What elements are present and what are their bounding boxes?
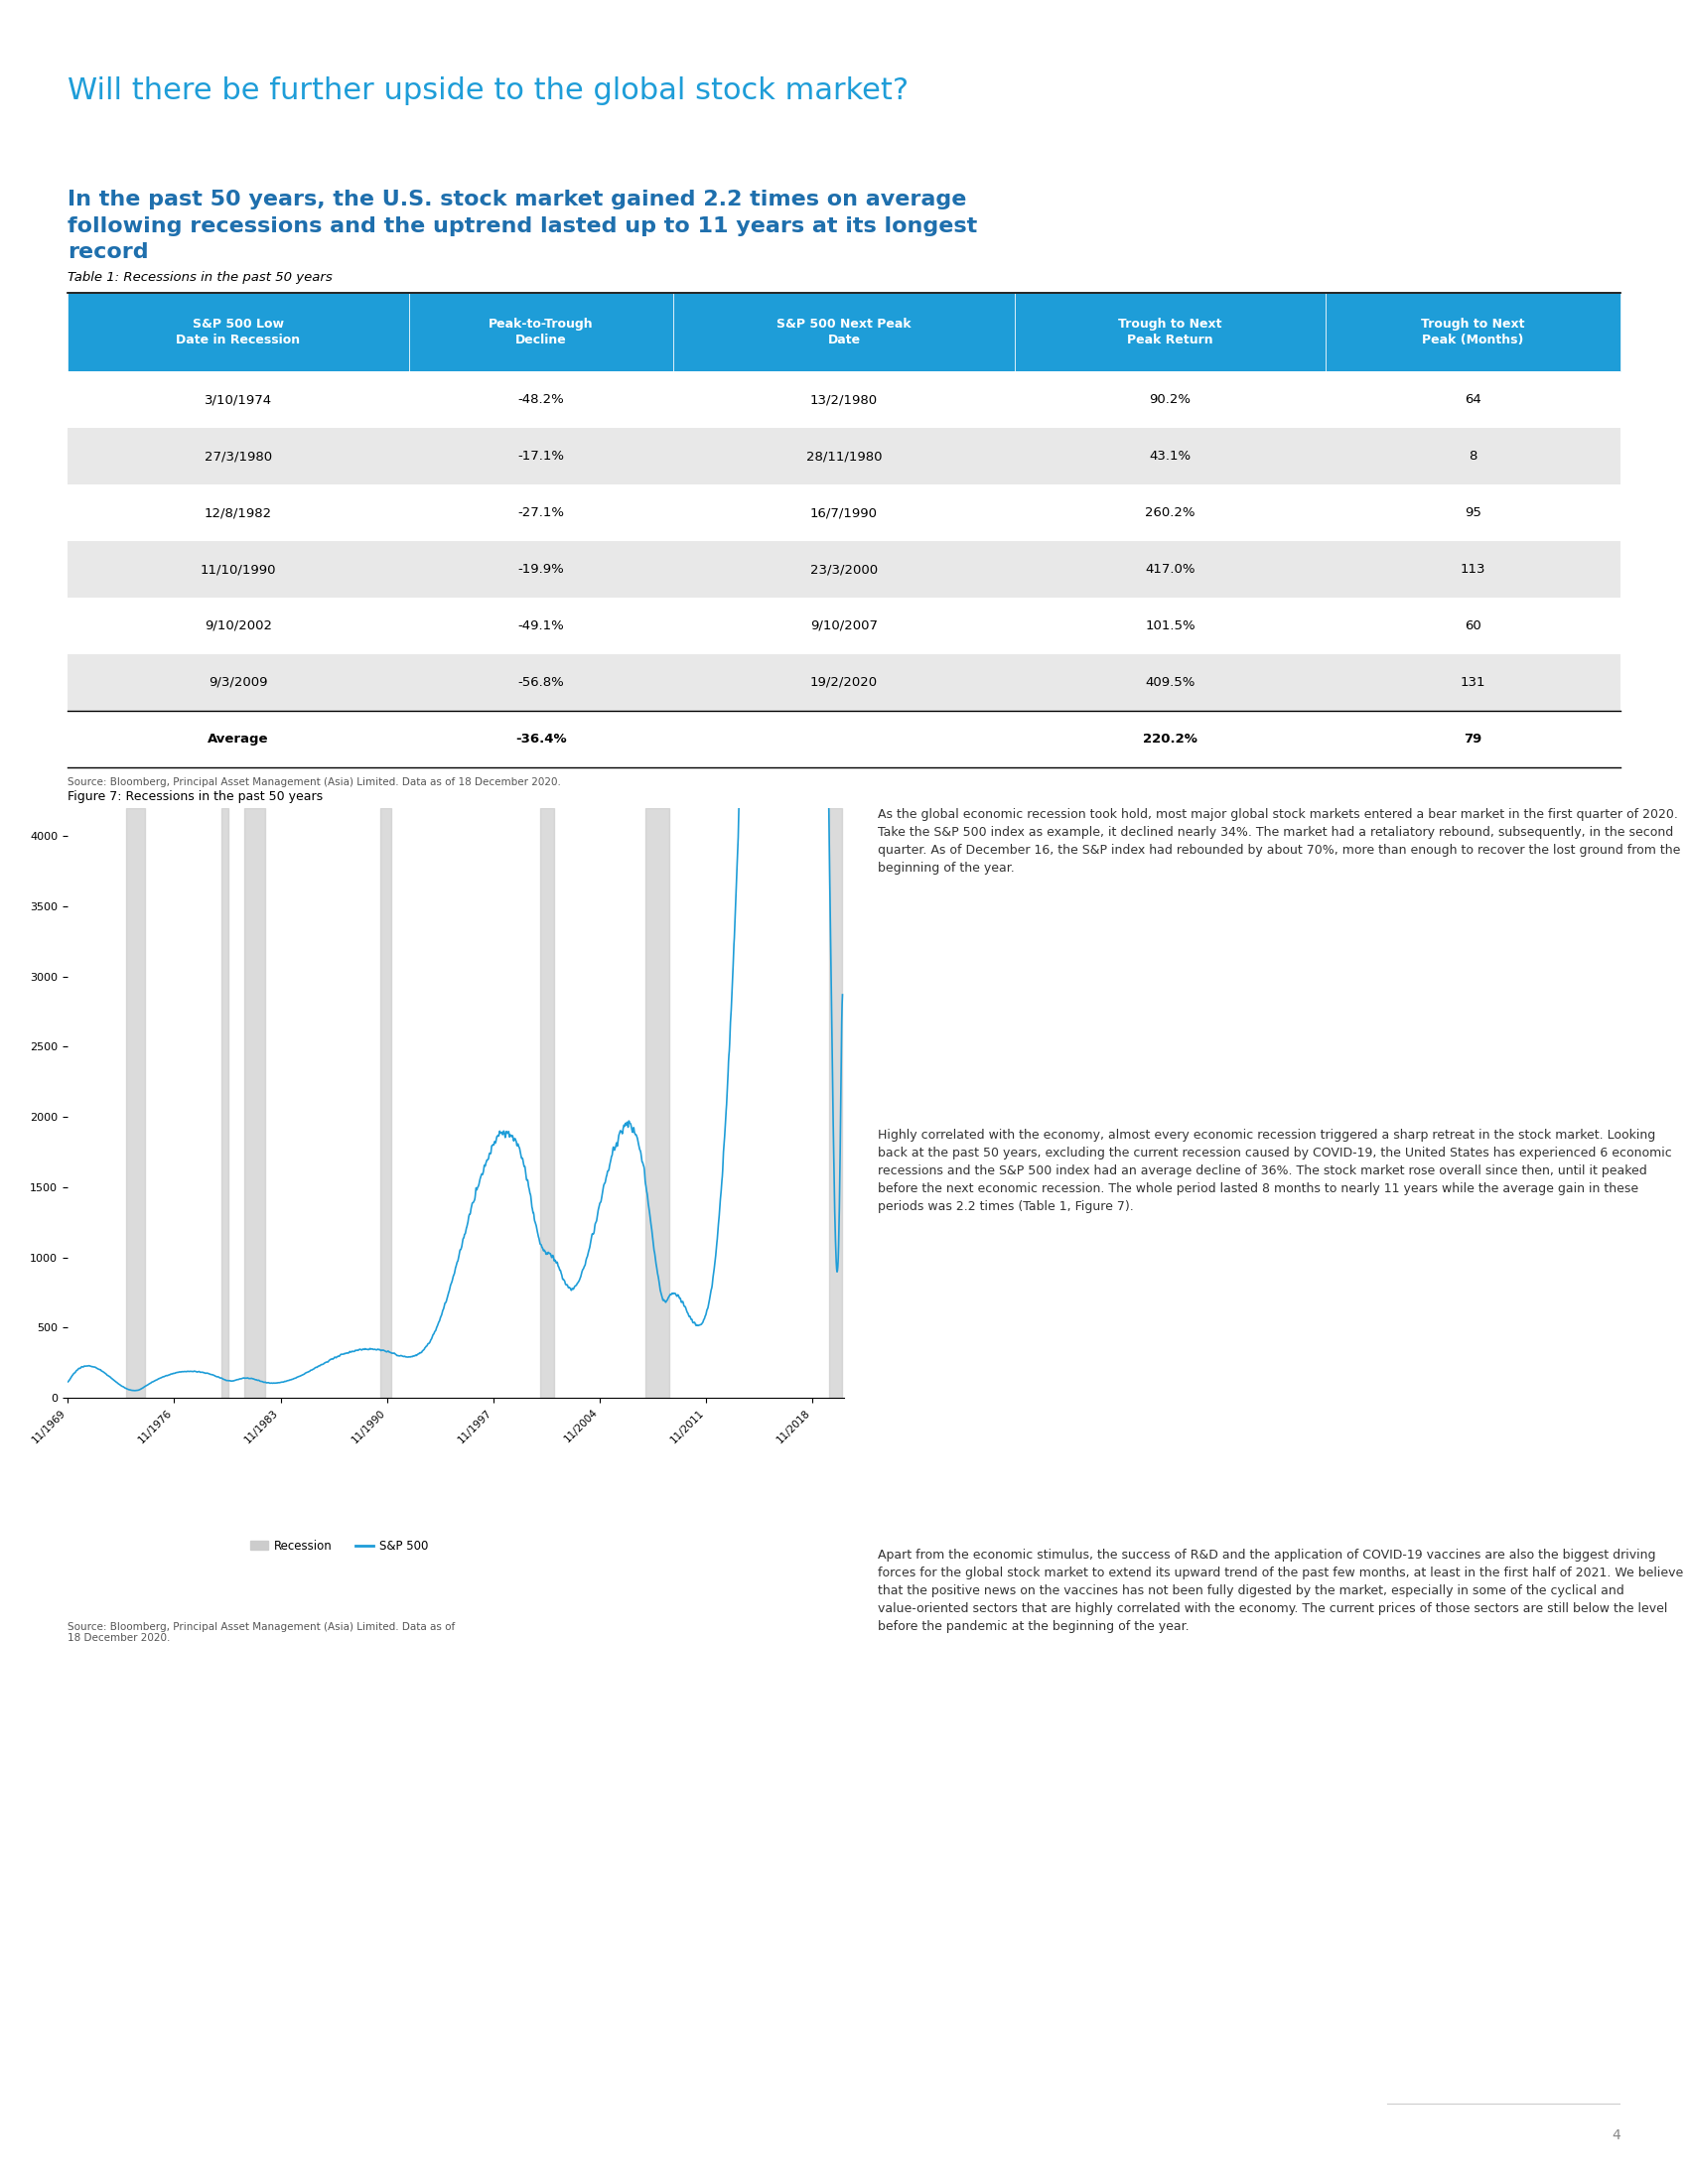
Text: Figure 7: Recessions in the past 50 years: Figure 7: Recessions in the past 50 year… [68, 791, 322, 804]
Bar [408, 542, 674, 598]
Bar [408, 371, 674, 428]
Text: -48.2%: -48.2% [518, 393, 564, 406]
Bar [674, 293, 1014, 371]
Text: -49.1%: -49.1% [518, 620, 564, 633]
Text: 9/10/2007: 9/10/2007 [810, 620, 878, 633]
Text: 19/2/2020: 19/2/2020 [810, 677, 878, 688]
Text: Highly correlated with the economy, almost every economic recession triggered a : Highly correlated with the economy, almo… [878, 1129, 1671, 1214]
Text: Apart from the economic stimulus, the success of R&D and the application of COVI: Apart from the economic stimulus, the su… [878, 1548, 1683, 1634]
Bar [674, 655, 1014, 710]
Text: S&P 500 Low
Date in Recession: S&P 500 Low Date in Recession [176, 317, 300, 347]
Text: 28/11/1980: 28/11/1980 [807, 450, 883, 463]
Text: 260.2%: 260.2% [1144, 507, 1195, 520]
Text: 11/10/1990: 11/10/1990 [201, 563, 277, 577]
Text: 8: 8 [1469, 450, 1477, 463]
Bar [408, 655, 674, 710]
Bar [1325, 371, 1620, 428]
Bar [68, 655, 408, 710]
Text: 23/3/2000: 23/3/2000 [810, 563, 878, 577]
Bar [380, 808, 392, 1398]
Text: 90.2%: 90.2% [1150, 393, 1192, 406]
Text: 113: 113 [1460, 563, 1485, 577]
Bar [408, 485, 674, 542]
Text: -56.8%: -56.8% [518, 677, 564, 688]
Bar [1325, 598, 1620, 655]
Text: Trough to Next
Peak Return: Trough to Next Peak Return [1117, 317, 1222, 347]
Bar [68, 428, 408, 485]
Text: 4: 4 [1612, 2129, 1620, 2143]
Bar [68, 485, 408, 542]
Text: -19.9%: -19.9% [518, 563, 564, 577]
Text: As the global economic recession took hold, most major global stock markets ente: As the global economic recession took ho… [878, 808, 1681, 874]
Text: 131: 131 [1460, 677, 1485, 688]
Bar [221, 808, 228, 1398]
Bar [645, 808, 668, 1398]
Bar [674, 371, 1014, 428]
Text: 409.5%: 409.5% [1144, 677, 1195, 688]
Bar [408, 598, 674, 655]
Bar [674, 542, 1014, 598]
Bar [127, 808, 145, 1398]
Legend: Recession, S&P 500: Recession, S&P 500 [246, 1535, 432, 1557]
Bar [1325, 655, 1620, 710]
Text: Trough to Next
Peak (Months): Trough to Next Peak (Months) [1421, 317, 1524, 347]
Bar [1325, 542, 1620, 598]
Text: 60: 60 [1465, 620, 1482, 633]
Text: -17.1%: -17.1% [518, 450, 564, 463]
Text: Peak-to-Trough
Decline: Peak-to-Trough Decline [490, 317, 594, 347]
Bar [1014, 293, 1325, 371]
Bar [1014, 655, 1325, 710]
Bar [68, 598, 408, 655]
Text: Table 1: Recessions in the past 50 years: Table 1: Recessions in the past 50 years [68, 271, 333, 284]
Bar [68, 293, 408, 371]
Bar [68, 371, 408, 428]
Bar [408, 293, 674, 371]
Text: 101.5%: 101.5% [1144, 620, 1195, 633]
Text: 16/7/1990: 16/7/1990 [810, 507, 878, 520]
Bar [243, 808, 265, 1398]
Bar [1325, 428, 1620, 485]
Text: 43.1%: 43.1% [1150, 450, 1192, 463]
Bar [1014, 428, 1325, 485]
Bar [1325, 485, 1620, 542]
Bar [674, 598, 1014, 655]
Bar [540, 808, 554, 1398]
Bar [1014, 485, 1325, 542]
Text: -36.4%: -36.4% [515, 732, 567, 745]
Text: 12/8/1982: 12/8/1982 [204, 507, 272, 520]
Bar [1325, 293, 1620, 371]
Text: S&P 500 Next Peak
Date: S&P 500 Next Peak Date [776, 317, 912, 347]
Bar [68, 542, 408, 598]
Text: 64: 64 [1465, 393, 1482, 406]
Text: In the past 50 years, the U.S. stock market gained 2.2 times on average
followin: In the past 50 years, the U.S. stock mar… [68, 190, 977, 262]
Text: 9/3/2009: 9/3/2009 [209, 677, 268, 688]
Bar [1014, 542, 1325, 598]
Text: 3/10/1974: 3/10/1974 [204, 393, 272, 406]
Text: -27.1%: -27.1% [518, 507, 564, 520]
Bar [408, 428, 674, 485]
Text: Source: Bloomberg, Principal Asset Management (Asia) Limited. Data as of 18 Dece: Source: Bloomberg, Principal Asset Manag… [68, 778, 560, 786]
Text: 95: 95 [1465, 507, 1482, 520]
Bar [1014, 598, 1325, 655]
Text: Average: Average [208, 732, 268, 745]
Text: 9/10/2002: 9/10/2002 [204, 620, 272, 633]
Bar [674, 485, 1014, 542]
Bar [829, 808, 842, 1398]
Text: 27/3/1980: 27/3/1980 [204, 450, 272, 463]
Text: Will there be further upside to the global stock market?: Will there be further upside to the glob… [68, 76, 908, 105]
Text: Source: Bloomberg, Principal Asset Management (Asia) Limited. Data as of
18 Dece: Source: Bloomberg, Principal Asset Manag… [68, 1623, 456, 1642]
Text: 417.0%: 417.0% [1144, 563, 1195, 577]
Text: 13/2/1980: 13/2/1980 [810, 393, 878, 406]
Bar [1014, 371, 1325, 428]
Bar [674, 428, 1014, 485]
Text: 79: 79 [1463, 732, 1482, 745]
Text: 220.2%: 220.2% [1143, 732, 1197, 745]
